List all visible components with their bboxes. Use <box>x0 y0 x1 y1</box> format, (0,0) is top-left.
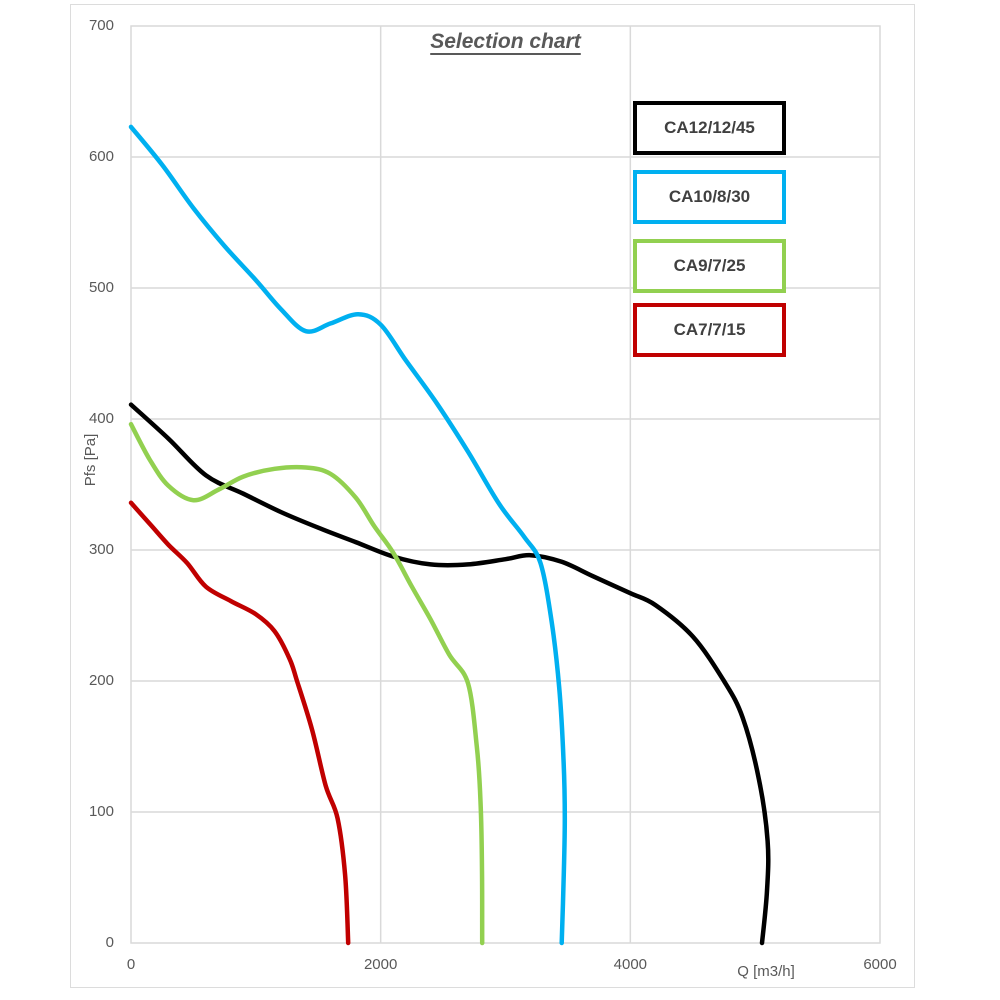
legend-item-ca9-7-25: CA9/7/25 <box>633 239 786 293</box>
y-tick-label: 400 <box>88 410 114 427</box>
y-tick-label: 500 <box>88 279 114 296</box>
x-tick-label: 0 <box>126 956 136 973</box>
series-curve-ca10-8-30 <box>128 124 568 946</box>
series-curve-ca9-7-25 <box>128 421 485 946</box>
x-tick-label: 2000 <box>363 956 398 973</box>
y-tick-label: 0 <box>105 934 114 951</box>
y-axis-title: Pfs [Pa] <box>82 433 99 487</box>
legend-item-ca12-12-45: CA12/12/45 <box>633 101 786 155</box>
plot-border <box>130 25 881 944</box>
legend-item-label: CA10/8/30 <box>668 187 751 206</box>
y-tick-label: 200 <box>88 672 114 689</box>
legend-item-label: CA12/12/45 <box>664 118 755 137</box>
legend-item-label: CA9/7/25 <box>673 256 746 275</box>
chart-title-text: Selection chart <box>430 30 581 53</box>
y-tick-label: 300 <box>88 541 114 558</box>
chart-title: Selection chart <box>131 30 880 54</box>
legend-item-ca10-8-30: CA10/8/30 <box>633 170 786 224</box>
series-curve-ca7-7-15 <box>128 500 351 946</box>
x-tick-label: 6000 <box>863 956 897 973</box>
y-tick-label: 600 <box>88 148 114 165</box>
x-axis-title: Q [m3/h] <box>737 963 795 980</box>
y-tick-label: 700 <box>88 17 114 34</box>
legend-item-label: CA7/7/15 <box>673 320 746 339</box>
x-tick-label: 4000 <box>613 956 648 973</box>
y-tick-label: 100 <box>88 803 114 820</box>
legend-item-ca7-7-15: CA7/7/15 <box>633 303 786 357</box>
series-curve-ca12-12-45 <box>128 402 771 946</box>
